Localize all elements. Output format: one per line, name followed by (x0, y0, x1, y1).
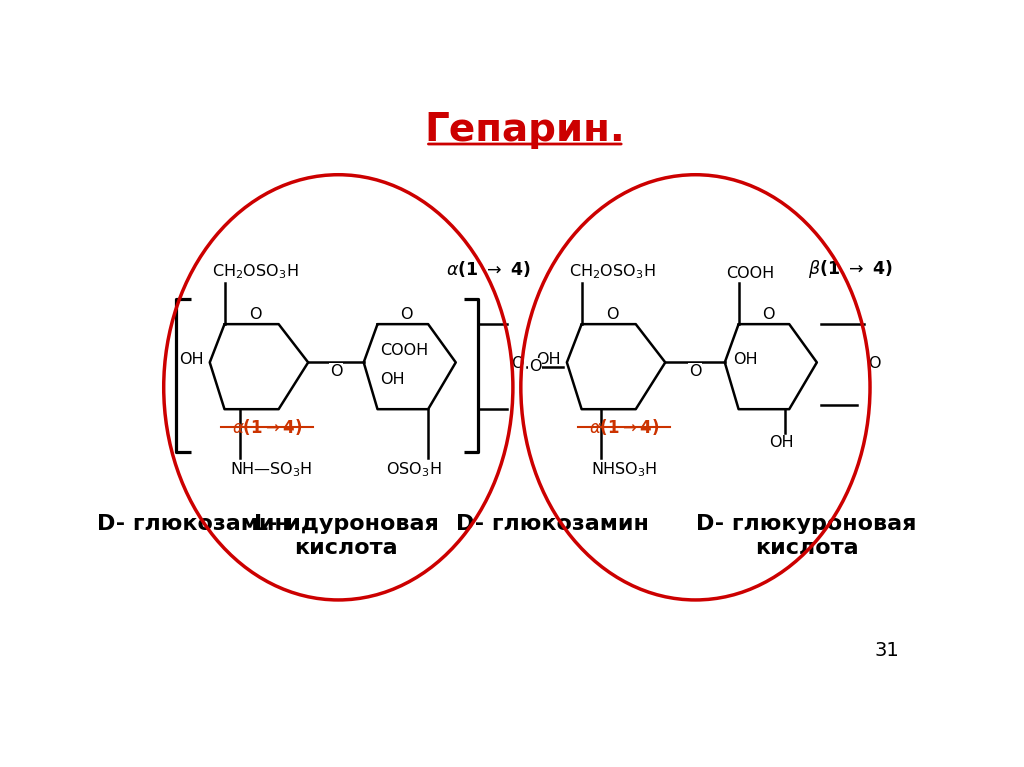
Text: D- глюкозамин: D- глюкозамин (456, 515, 649, 535)
Text: O: O (762, 308, 774, 322)
Text: COOH: COOH (726, 266, 774, 281)
Text: D- глюкуроновая
кислота: D- глюкуроновая кислота (696, 515, 916, 558)
Text: $\alpha$(1$\rightarrow$4): $\alpha$(1$\rightarrow$4) (231, 417, 302, 437)
Text: O: O (400, 308, 413, 322)
Text: O: O (606, 308, 618, 322)
Text: OH: OH (733, 352, 758, 367)
Text: CH$_2$OSO$_3$H: CH$_2$OSO$_3$H (212, 262, 298, 281)
Text: OH: OH (536, 352, 560, 367)
Text: COOH: COOH (380, 343, 428, 357)
Text: O: O (689, 364, 701, 379)
Text: L- идуроновая
кислота: L- идуроновая кислота (254, 515, 438, 558)
Text: OH: OH (769, 435, 794, 449)
Text: 31: 31 (874, 641, 899, 660)
Text: O: O (330, 364, 342, 379)
Text: NH—SO$_3$H: NH—SO$_3$H (229, 460, 312, 479)
Text: OH: OH (179, 352, 204, 367)
Text: $\alpha$(1 $\rightarrow$ 4): $\alpha$(1 $\rightarrow$ 4) (446, 259, 531, 279)
Text: Гепарин.: Гепарин. (424, 111, 626, 150)
Text: O: O (528, 359, 542, 374)
Text: O: O (511, 356, 524, 371)
Text: O: O (249, 308, 262, 322)
Text: OSO$_3$H: OSO$_3$H (386, 460, 441, 479)
Text: O: O (868, 356, 881, 371)
Text: NHSO$_3$H: NHSO$_3$H (591, 460, 657, 479)
Text: CH$_2$OSO$_3$H: CH$_2$OSO$_3$H (569, 262, 655, 281)
Text: $\beta$(1 $\rightarrow$ 4): $\beta$(1 $\rightarrow$ 4) (808, 258, 893, 280)
Text: $\alpha$(1$\rightarrow$4): $\alpha$(1$\rightarrow$4) (589, 417, 659, 437)
Text: D- глюкозамин: D- глюкозамин (96, 515, 290, 535)
Text: OH: OH (380, 372, 404, 387)
